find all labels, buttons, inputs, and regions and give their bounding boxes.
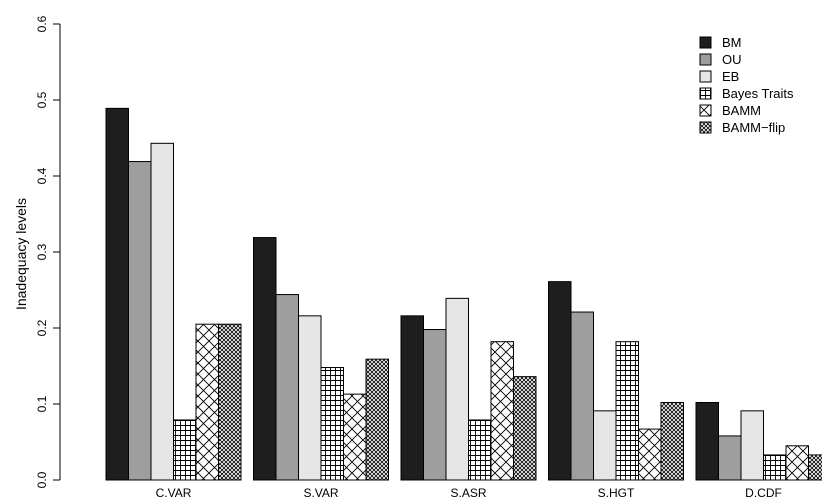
- legend-swatch-bm: [699, 36, 712, 49]
- bar-c-var-bamm-flip: [218, 323, 242, 481]
- bar-s-asr-bamm: [490, 341, 514, 481]
- bar-c-var-bamm: [195, 323, 219, 481]
- bar-s-var-bamm: [343, 393, 367, 481]
- bar-d-cdf-eb: [740, 410, 764, 481]
- bar-d-cdf-bamm-flip: [808, 454, 822, 481]
- bar-s-hgt-bamm: [638, 428, 662, 481]
- bar-s-hgt-bamm-flip: [660, 401, 684, 481]
- legend-label-bm: BM: [722, 35, 742, 50]
- bar-d-cdf-bayes-traits: [763, 454, 787, 481]
- y-tick-label: 0.1: [35, 395, 49, 412]
- legend-swatch-ou: [699, 53, 712, 66]
- bar-c-var-eb: [150, 142, 174, 481]
- legend-label-ou: OU: [722, 52, 742, 67]
- bar-d-cdf-bamm: [785, 445, 809, 481]
- bar-s-hgt-bm: [548, 281, 572, 481]
- bar-s-hgt-bayes-traits: [615, 341, 639, 481]
- bar-s-var-bamm-flip: [365, 358, 389, 481]
- bar-s-hgt-ou: [570, 311, 594, 481]
- legend-swatch-bamm-flip: [699, 121, 712, 134]
- y-tick-label: 0.4: [35, 167, 49, 184]
- bar-s-var-eb: [298, 315, 322, 481]
- bar-s-asr-bayes-traits: [468, 419, 492, 481]
- x-axis-labels: C.VAR S.VAR S.ASR S.HGT D.CDF: [156, 486, 782, 500]
- bar-s-var-bayes-traits: [320, 367, 344, 481]
- legend: BM OU EB Bayes Traits BAMM BAMM−flip: [699, 35, 794, 135]
- bar-c-var-bm: [105, 107, 129, 481]
- legend-label-bayes-traits: Bayes Traits: [722, 86, 794, 101]
- legend-label-bamm-flip: BAMM−flip: [722, 120, 785, 135]
- bar-s-asr-eb: [445, 297, 469, 481]
- bar-s-var-ou: [275, 294, 299, 481]
- y-axis: 0.0 0.1 0.2 0.3 0.4 0.5 0.6: [35, 15, 61, 488]
- legend-label-eb: EB: [722, 69, 739, 84]
- y-tick-label: 0.2: [35, 319, 49, 336]
- legend-label-bamm: BAMM: [722, 103, 761, 118]
- bar-s-hgt-eb: [593, 410, 617, 481]
- bar-c-var-bayes-traits: [173, 419, 197, 481]
- x-tick-label-d-cdf: D.CDF: [745, 486, 782, 500]
- bar-s-asr-bm: [400, 315, 424, 481]
- x-tick-label-s-hgt: S.HGT: [598, 486, 635, 500]
- y-tick-label: 0.6: [35, 15, 49, 32]
- legend-swatch-eb: [699, 70, 712, 83]
- bars: [105, 107, 822, 481]
- legend-swatch-bamm: [699, 104, 712, 117]
- x-tick-label-s-asr: S.ASR: [450, 486, 486, 500]
- y-tick-label: 0.5: [35, 91, 49, 108]
- bar-s-asr-ou: [423, 329, 447, 481]
- legend-swatch-bayes-traits: [699, 87, 712, 100]
- bar-c-var-ou: [128, 161, 152, 481]
- bar-s-var-bm: [253, 237, 277, 481]
- y-tick-label: 0.3: [35, 243, 49, 260]
- bar-d-cdf-ou: [718, 435, 742, 481]
- y-axis-title: Inadequacy levels: [13, 198, 29, 310]
- y-tick-label: 0.0: [35, 471, 49, 488]
- bar-d-cdf-bm: [695, 401, 719, 481]
- bar-s-asr-bamm-flip: [513, 376, 537, 481]
- x-tick-label-c-var: C.VAR: [156, 486, 192, 500]
- x-tick-label-s-var: S.VAR: [303, 486, 338, 500]
